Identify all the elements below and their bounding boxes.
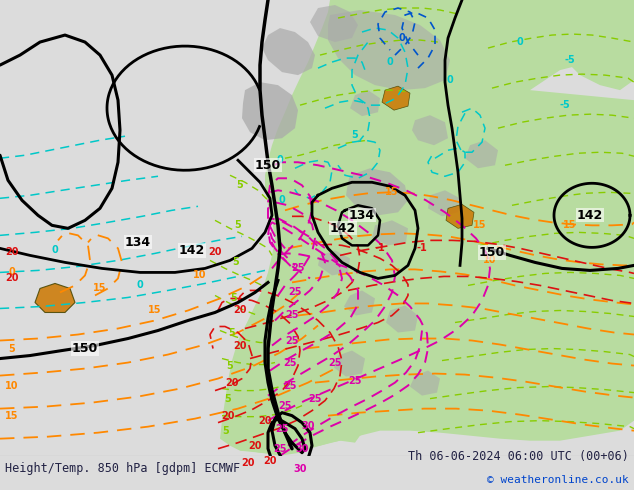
Polygon shape [220, 0, 634, 453]
Text: Th 06-06-2024 06:00 UTC (00+06): Th 06-06-2024 06:00 UTC (00+06) [408, 450, 629, 463]
Polygon shape [328, 10, 450, 90]
Polygon shape [410, 370, 440, 395]
Text: 5: 5 [352, 130, 358, 140]
Text: 10: 10 [5, 381, 19, 391]
Text: 5: 5 [231, 294, 237, 303]
Text: 20: 20 [208, 247, 222, 257]
Text: -1: -1 [375, 244, 385, 253]
Text: 5: 5 [236, 180, 243, 190]
Text: 20: 20 [233, 341, 247, 350]
Text: 0: 0 [9, 268, 15, 277]
Text: 142: 142 [179, 244, 205, 257]
Text: 30: 30 [301, 420, 314, 431]
Polygon shape [310, 5, 358, 42]
Text: 20: 20 [5, 273, 19, 283]
Text: 0: 0 [387, 57, 393, 67]
Text: 150: 150 [255, 159, 281, 172]
Text: 20: 20 [233, 305, 247, 316]
Text: 0: 0 [446, 75, 453, 85]
Polygon shape [334, 350, 365, 377]
Text: -5: -5 [565, 55, 576, 65]
Text: 5: 5 [223, 426, 230, 436]
Polygon shape [412, 115, 448, 145]
Text: 25: 25 [328, 358, 342, 368]
Text: 25: 25 [308, 393, 321, 404]
Polygon shape [35, 283, 75, 313]
Text: 134: 134 [349, 209, 375, 222]
Polygon shape [386, 305, 418, 333]
Text: 25: 25 [283, 358, 297, 368]
Text: 5: 5 [235, 220, 242, 230]
Polygon shape [382, 86, 410, 110]
Polygon shape [344, 291, 375, 316]
Polygon shape [318, 250, 350, 275]
Text: 134: 134 [125, 236, 151, 249]
Text: -1: -1 [417, 244, 427, 253]
Polygon shape [428, 190, 460, 216]
Text: 5: 5 [233, 257, 240, 268]
Text: 25: 25 [291, 264, 305, 273]
Text: 25: 25 [288, 288, 302, 297]
Text: 10: 10 [193, 270, 207, 280]
Polygon shape [350, 90, 380, 116]
Text: 5: 5 [9, 343, 15, 354]
Text: 0: 0 [276, 155, 283, 165]
Text: -5: -5 [560, 100, 571, 110]
Text: 25: 25 [285, 336, 299, 345]
Polygon shape [346, 168, 408, 215]
Text: 25: 25 [348, 375, 362, 386]
Text: 15: 15 [5, 411, 19, 420]
Text: 30: 30 [294, 464, 307, 474]
Text: 142: 142 [330, 222, 356, 235]
Text: 15: 15 [563, 220, 577, 230]
Text: 0: 0 [278, 196, 285, 205]
Text: 25: 25 [273, 443, 287, 454]
Text: 20: 20 [249, 441, 262, 451]
Text: 20: 20 [263, 456, 277, 466]
Polygon shape [465, 140, 498, 168]
Text: 15: 15 [148, 305, 162, 316]
Text: © weatheronline.co.uk: © weatheronline.co.uk [487, 475, 629, 485]
Polygon shape [446, 204, 474, 228]
Text: 25: 25 [275, 424, 288, 434]
Text: 5: 5 [226, 361, 233, 370]
Text: 10: 10 [483, 255, 497, 266]
Text: 20: 20 [242, 458, 255, 468]
Polygon shape [372, 220, 408, 245]
Text: 30: 30 [295, 443, 309, 454]
Text: 25: 25 [283, 381, 297, 391]
Text: Height/Temp. 850 hPa [gdpm] ECMWF: Height/Temp. 850 hPa [gdpm] ECMWF [5, 462, 240, 475]
Text: 15: 15 [93, 283, 107, 294]
Text: 0: 0 [136, 280, 143, 291]
Text: 20: 20 [225, 378, 239, 388]
Text: 15: 15 [385, 187, 399, 197]
Polygon shape [240, 328, 634, 456]
Text: 0: 0 [51, 245, 58, 255]
Text: 5: 5 [224, 393, 231, 404]
Polygon shape [384, 72, 420, 108]
Text: 25: 25 [285, 311, 299, 320]
Text: 5: 5 [229, 327, 235, 338]
Polygon shape [262, 28, 315, 75]
Text: 25: 25 [278, 401, 292, 411]
Text: 150: 150 [72, 342, 98, 355]
Polygon shape [555, 182, 618, 241]
Text: 142: 142 [577, 209, 603, 222]
Polygon shape [242, 82, 298, 140]
Polygon shape [560, 0, 634, 90]
Text: 20: 20 [258, 416, 272, 426]
Text: 20: 20 [221, 411, 235, 420]
Text: 20: 20 [5, 247, 19, 257]
Text: 15: 15 [473, 220, 487, 230]
Text: 150: 150 [479, 246, 505, 259]
Text: 0: 0 [399, 33, 405, 43]
Text: 0: 0 [517, 37, 524, 47]
